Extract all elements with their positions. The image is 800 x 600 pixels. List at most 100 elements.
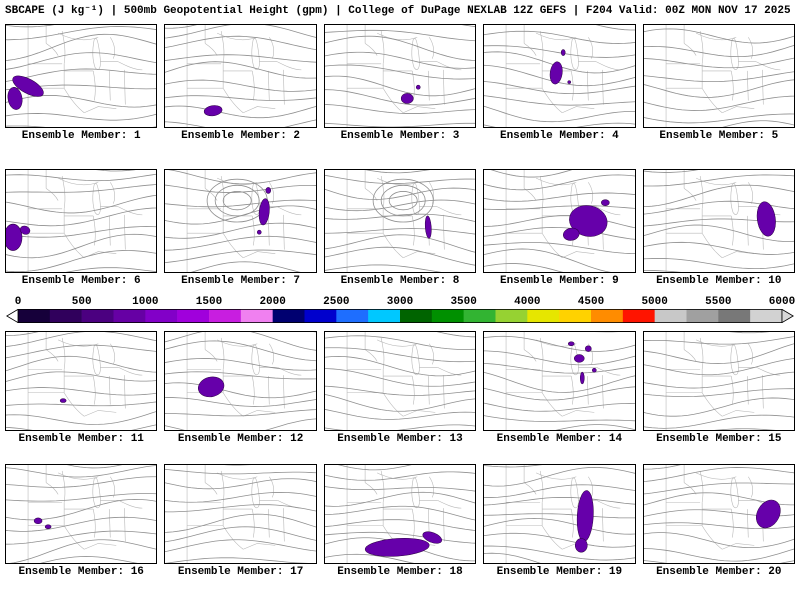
cape-colorbar: 0 500 1000 1500 2000 2500 3000 3500 4000 4500 5000… bbox=[0, 296, 800, 323]
map-svg bbox=[643, 465, 794, 563]
panel-caption: Ensemble Member: 2 bbox=[181, 130, 300, 142]
colorbar-tick: 3500 bbox=[450, 296, 477, 308]
cape-region bbox=[364, 538, 430, 557]
cape-region bbox=[567, 80, 572, 84]
panel-caption: Ensemble Member: 7 bbox=[181, 275, 300, 287]
colorbar-tick: 2500 bbox=[323, 296, 350, 308]
map-canvas bbox=[483, 331, 636, 431]
cape-region bbox=[204, 105, 223, 117]
ensemble-panel: Ensemble Member: 6 bbox=[5, 169, 158, 288]
panel-caption: Ensemble Member: 17 bbox=[177, 566, 304, 578]
colorbar-segment bbox=[49, 309, 82, 323]
cape-region bbox=[59, 398, 67, 403]
colorbar-tick: 4500 bbox=[577, 296, 605, 308]
colorbar-segment bbox=[718, 309, 751, 323]
map-canvas bbox=[5, 24, 158, 128]
colorbar-tick: 1500 bbox=[195, 296, 223, 308]
cape-region bbox=[574, 354, 585, 363]
map-canvas bbox=[483, 169, 636, 273]
colorbar-segment bbox=[686, 309, 719, 323]
colorbar-segment bbox=[304, 309, 337, 323]
cape-region bbox=[7, 87, 23, 110]
colorbar-left-arrow-icon bbox=[6, 309, 19, 323]
map-canvas bbox=[642, 24, 795, 128]
colorbar-segment bbox=[336, 309, 369, 323]
panel-caption: Ensemble Member: 4 bbox=[499, 130, 619, 142]
colorbar-tick-labels: 0 500 1000 1500 2000 2500 3000 3500 4000 4500 5000… bbox=[14, 296, 796, 309]
colorbar-tick: 3000 bbox=[386, 296, 414, 308]
map-svg bbox=[643, 25, 794, 127]
ensemble-panel: Ensemble Member: 14 bbox=[483, 331, 636, 446]
colorbar-tick: 1000 bbox=[132, 296, 159, 308]
ensemble-panel: Ensemble Member: 18 bbox=[323, 464, 477, 579]
panel-caption: Ensemble Member: 3 bbox=[340, 130, 460, 142]
cape-region bbox=[12, 75, 44, 97]
cape-region bbox=[569, 205, 608, 237]
panel-caption: Ensemble Member: 19 bbox=[496, 566, 623, 578]
ensemble-panel: Ensemble Member: 15 bbox=[642, 331, 795, 446]
ensemble-panel: Ensemble Member: 1 bbox=[5, 24, 158, 143]
map-svg bbox=[643, 332, 794, 430]
map-svg bbox=[643, 170, 794, 272]
ensemble-panel: Ensemble Member: 2 bbox=[164, 24, 317, 143]
colorbar-tick: 5500 bbox=[705, 296, 732, 308]
panel-caption: Ensemble Member: 8 bbox=[340, 275, 460, 287]
map-canvas bbox=[483, 464, 636, 564]
colorbar-segment bbox=[177, 309, 210, 323]
ensemble-panel: Ensemble Member: 7 bbox=[164, 169, 317, 288]
panel-caption: Ensemble Member: 5 bbox=[659, 130, 779, 142]
page-title: SBCAPE (J kg⁻¹) | 500mb Geopotential Hei… bbox=[5, 5, 791, 17]
colorbar-segment bbox=[495, 309, 528, 323]
colorbar-tick: 6000 bbox=[768, 296, 796, 308]
cape-region bbox=[580, 371, 585, 385]
colorbar-segment bbox=[431, 309, 464, 323]
colorbar-tick: 4000 bbox=[514, 296, 541, 308]
map-canvas bbox=[642, 464, 795, 564]
map-svg bbox=[165, 332, 316, 430]
map-svg bbox=[6, 465, 157, 563]
ensemble-panel: Ensemble Member: 12 bbox=[164, 331, 317, 446]
ensemble-panel: Ensemble Member: 11 bbox=[5, 331, 158, 446]
map-svg bbox=[324, 465, 476, 563]
map-canvas bbox=[164, 464, 317, 564]
gefs-ensemble-page: SBCAPE (J kg⁻¹) | 500mb Geopotential Hei… bbox=[0, 5, 800, 579]
cape-region bbox=[6, 223, 23, 251]
colorbar-segment bbox=[272, 309, 305, 323]
map-svg bbox=[324, 332, 476, 430]
colorbar-segment bbox=[81, 309, 114, 323]
ensemble-row-2: Ensemble Member: 6 Ensemble Member: 7 Ense… bbox=[0, 169, 800, 288]
panel-caption: Ensemble Member: 14 bbox=[496, 433, 623, 445]
map-canvas bbox=[164, 24, 317, 128]
ensemble-panel: Ensemble Member: 4 bbox=[483, 24, 636, 143]
ensemble-row-4: Ensemble Member: 16 Ensemble Member: 17 En… bbox=[0, 464, 800, 579]
colorbar-segment bbox=[622, 309, 655, 323]
cape-region bbox=[756, 201, 776, 237]
cape-region bbox=[198, 376, 225, 398]
panel-caption: Ensemble Member: 1 bbox=[21, 130, 141, 142]
ensemble-panel: Ensemble Member: 16 bbox=[5, 464, 158, 579]
cape-region bbox=[563, 227, 580, 241]
cape-region bbox=[44, 524, 52, 529]
map-canvas bbox=[164, 169, 317, 273]
panel-caption: Ensemble Member: 13 bbox=[337, 433, 463, 445]
map-canvas bbox=[323, 169, 477, 273]
colorbar-segment bbox=[400, 309, 433, 323]
colorbar-segment bbox=[18, 309, 51, 323]
colorbar-tick: 500 bbox=[71, 296, 92, 308]
colorbar-segment bbox=[750, 309, 783, 323]
map-svg bbox=[6, 25, 157, 127]
colorbar-segment bbox=[654, 309, 687, 323]
map-svg bbox=[165, 465, 316, 563]
ensemble-panel: Ensemble Member: 5 bbox=[642, 24, 795, 143]
colorbar-segment bbox=[368, 309, 401, 323]
cape-region bbox=[19, 225, 31, 235]
ensemble-panel: Ensemble Member: 8 bbox=[323, 169, 477, 288]
ensemble-panel: Ensemble Member: 9 bbox=[483, 169, 636, 288]
colorbar-tick: 0 bbox=[14, 296, 22, 308]
map-svg bbox=[484, 25, 635, 127]
cape-region bbox=[601, 199, 610, 206]
panel-grid-bottom: Ensemble Member: 11 Ensemble Member: 12 En… bbox=[0, 331, 800, 579]
map-canvas bbox=[323, 464, 477, 564]
map-svg bbox=[484, 332, 635, 430]
map-canvas bbox=[483, 24, 636, 128]
